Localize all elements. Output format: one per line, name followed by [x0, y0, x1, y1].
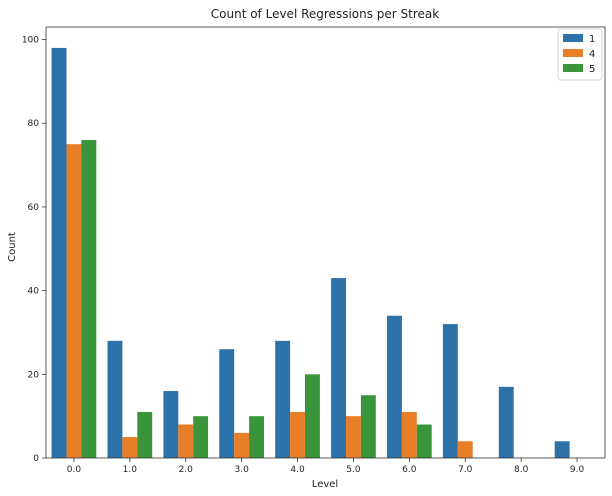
- x-tick-label: 8.0: [514, 465, 529, 475]
- legend-label-1: 1: [589, 34, 595, 45]
- x-axis-ticks: 0.0 1.0 2.0 3.0 4.0 5.0 6.0 7.0 8.0 9.0: [67, 458, 585, 475]
- bar-series-5-level-2.0: [193, 416, 209, 458]
- x-tick-label: 2.0: [179, 465, 194, 475]
- legend-label-5: 5: [589, 64, 595, 75]
- bar-series-1-level-2.0: [163, 391, 179, 458]
- chart-title: Count of Level Regressions per Streak: [211, 7, 440, 21]
- bar-series-5-level-5.0: [360, 395, 376, 458]
- bar-series-5-level-3.0: [249, 416, 265, 458]
- bar-series-4-level-5.0: [346, 416, 361, 458]
- x-tick-label: 7.0: [458, 465, 473, 475]
- x-tick-label: 1.0: [123, 465, 138, 475]
- bar-series-5-level-4.0: [305, 374, 320, 458]
- y-tick-label: 60: [28, 203, 40, 213]
- y-tick-label: 20: [28, 370, 40, 380]
- plot-frame: [45, 26, 606, 459]
- legend-swatch-4: [563, 49, 583, 57]
- y-tick-label: 40: [28, 287, 40, 297]
- y-axis-ticks: 0 20 40 60 80 100: [22, 36, 46, 464]
- x-tick-label: 9.0: [570, 465, 585, 475]
- bar-series-4-level-4.0: [290, 411, 306, 458]
- bar-series-1-level-3.0: [219, 349, 235, 458]
- bar-series-1-level-9.0: [554, 441, 570, 458]
- x-tick-label: 3.0: [234, 465, 249, 475]
- bar-series-1-level-4.0: [275, 340, 291, 458]
- bars-layer: [51, 47, 570, 459]
- y-tick-label: 0: [33, 454, 39, 464]
- bar-series-1-level-5.0: [331, 278, 346, 458]
- bar-series-4-level-0.0: [66, 144, 82, 459]
- bar-series-5-level-6.0: [416, 424, 432, 458]
- bar-series-1-level-8.0: [498, 386, 514, 458]
- bar-series-4-level-1.0: [122, 437, 138, 458]
- x-axis-label: Level: [312, 479, 338, 490]
- bar-series-5-level-1.0: [137, 411, 153, 458]
- x-tick-label: 4.0: [290, 465, 305, 475]
- bar-series-1-level-0.0: [51, 47, 67, 459]
- x-tick-label: 6.0: [402, 465, 417, 475]
- bar-series-1-level-7.0: [442, 324, 458, 458]
- legend-swatch-1: [563, 34, 583, 42]
- legend-swatch-5: [563, 64, 583, 72]
- y-tick-label: 80: [28, 119, 40, 129]
- x-tick-label: 5.0: [346, 465, 361, 475]
- bar-series-1-level-1.0: [107, 340, 123, 458]
- legend: 1 4 5: [557, 28, 603, 81]
- legend-label-4: 4: [589, 49, 595, 60]
- bar-series-4-level-2.0: [178, 424, 194, 458]
- y-axis-label: Count: [7, 232, 18, 262]
- x-tick-label: 0.0: [67, 465, 82, 475]
- bar-series-4-level-7.0: [457, 441, 473, 458]
- bar-series-4-level-3.0: [234, 432, 250, 458]
- bar-series-4-level-6.0: [401, 411, 417, 458]
- bar-series-1-level-6.0: [386, 315, 402, 458]
- y-tick-label: 100: [22, 36, 39, 46]
- bar-series-5-level-0.0: [81, 139, 97, 459]
